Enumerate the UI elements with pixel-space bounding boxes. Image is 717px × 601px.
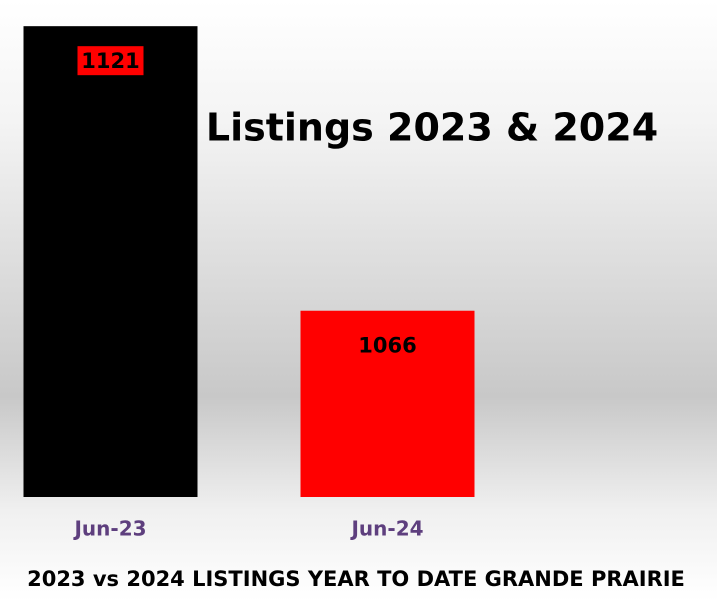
x-tick-label: Jun-24 <box>349 517 423 541</box>
bar <box>23 26 198 497</box>
bar <box>300 310 475 497</box>
x-axis-title: 2023 vs 2024 LISTINGS YEAR TO DATE GRAND… <box>27 567 685 591</box>
data-label: 1121 <box>81 49 139 73</box>
data-label-box <box>77 46 144 76</box>
x-tick-label: Jun-23 <box>72 517 146 541</box>
data-label: 1066 <box>358 334 416 358</box>
chart-title: Listings 2023 & 2024 <box>206 106 658 150</box>
